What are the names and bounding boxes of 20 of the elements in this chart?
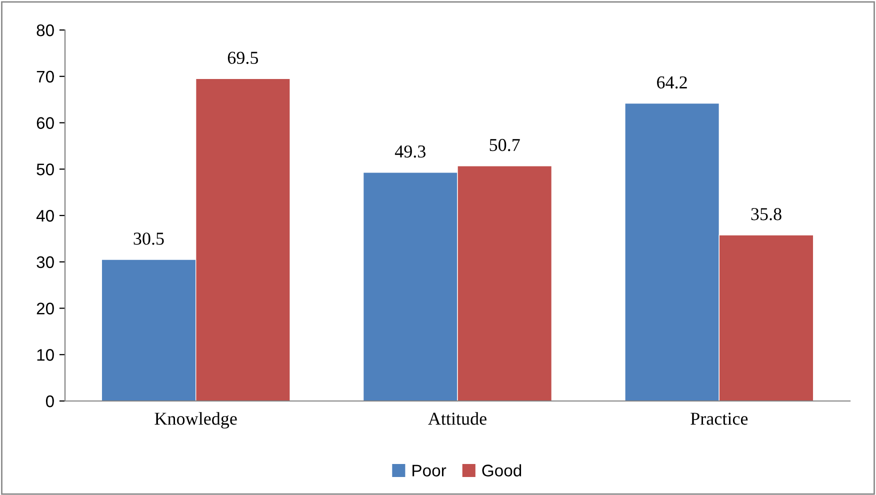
y-tick-label: 20: [36, 302, 54, 314]
x-tick-label: Attitude: [428, 412, 486, 425]
legend-label: Poor: [412, 464, 446, 476]
data-label: 69.5: [228, 52, 258, 64]
data-label: 64.2: [657, 76, 687, 89]
y-tick-label: 0: [46, 395, 54, 408]
data-label: 35.8: [751, 208, 782, 220]
y-tick-label: 30: [36, 256, 54, 268]
data-label: 30.5: [134, 232, 164, 245]
y-tick-label: 50: [36, 164, 54, 176]
y-tick-label: 40: [36, 210, 54, 222]
y-tick-label: 80: [36, 24, 54, 36]
x-tick-label: Knowledge: [154, 412, 237, 429]
legend-label: Good: [482, 464, 522, 476]
data-label: 49.3: [394, 145, 426, 158]
data-label: 50.7: [490, 138, 520, 152]
y-tick-label: 10: [37, 349, 54, 361]
y-tick-label: 60: [36, 117, 54, 129]
x-tick-label: Practice: [690, 412, 748, 425]
y-tick-label: 70: [36, 70, 54, 83]
